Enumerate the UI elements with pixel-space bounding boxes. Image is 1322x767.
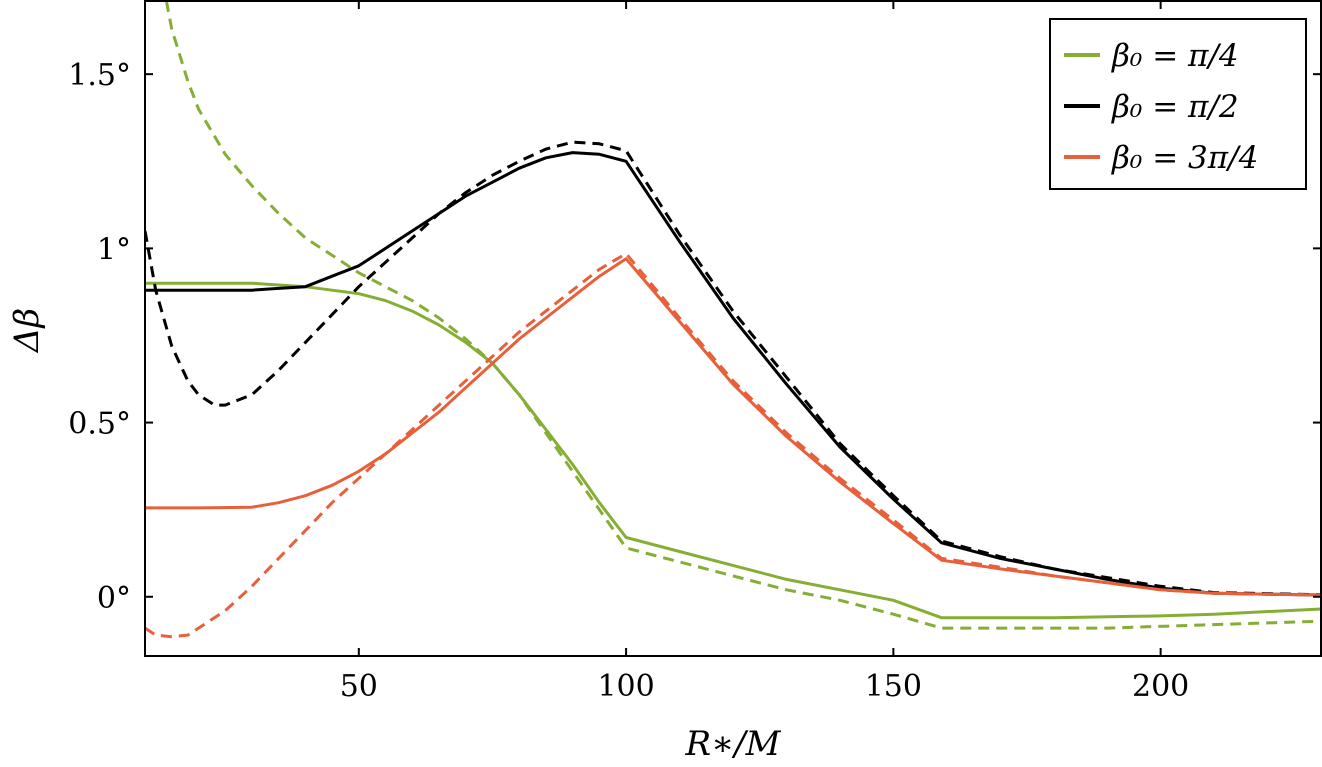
y-axis-label: Δβ	[7, 308, 47, 354]
series-line-5-solid	[145, 257, 1322, 597]
plot-frame	[144, 0, 1322, 657]
y-tick-label: 1°	[97, 232, 131, 267]
y-tick-label: 1.5°	[68, 58, 131, 93]
series-line-4-dashed	[145, 140, 1322, 597]
series-line-6-dashed	[145, 252, 1322, 639]
series-lines	[145, 0, 1322, 639]
x-tick-label: 200	[1132, 669, 1189, 704]
series-line-3-solid	[145, 151, 1322, 597]
y-tick-label: 0.5°	[68, 407, 131, 442]
series-line-2-dashed	[164, 0, 1322, 630]
y-tick-label: 0°	[97, 581, 131, 616]
legend-label-2: β₀ = π/2	[1111, 89, 1239, 125]
legend-label-3: β₀ = 3π/4	[1111, 140, 1258, 176]
x-tick-label: 100	[597, 669, 654, 704]
legend: β₀ = π/4 β₀ = π/2 β₀ = 3π/4	[1049, 18, 1307, 190]
axis-ticks: 50 100 150 200 0° 0.5° 1° 1.5°	[68, 1, 1321, 704]
series-line-1-solid	[145, 281, 1322, 620]
x-tick-label: 50	[340, 669, 378, 704]
x-axis-label: R∗/M	[685, 724, 782, 764]
x-tick-label: 150	[865, 669, 922, 704]
legend-label-1: β₀ = π/4	[1111, 38, 1239, 74]
